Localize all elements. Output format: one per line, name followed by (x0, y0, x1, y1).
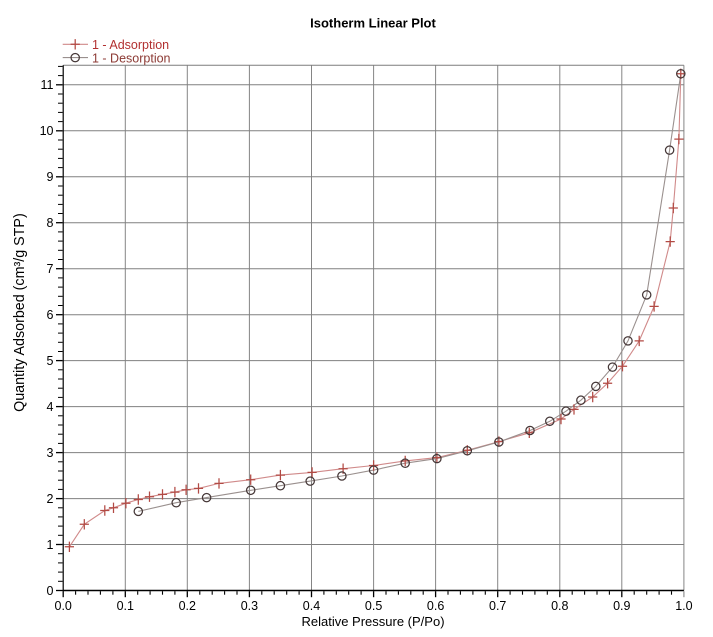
svg-text:9: 9 (47, 170, 54, 184)
svg-text:0.7: 0.7 (489, 599, 506, 613)
svg-text:0.9: 0.9 (613, 599, 630, 613)
svg-text:0.5: 0.5 (365, 599, 382, 613)
svg-text:0.1: 0.1 (117, 599, 134, 613)
svg-text:0: 0 (47, 584, 54, 598)
svg-text:1 - Desorption: 1 - Desorption (92, 51, 171, 65)
svg-text:Quantity Adsorbed (cm³/g STP): Quantity Adsorbed (cm³/g STP) (12, 213, 28, 412)
svg-text:0.2: 0.2 (179, 599, 196, 613)
svg-text:3: 3 (47, 446, 54, 460)
svg-text:0.6: 0.6 (427, 599, 444, 613)
svg-text:7: 7 (47, 262, 54, 276)
svg-text:8: 8 (47, 216, 54, 230)
svg-text:10: 10 (40, 124, 54, 138)
svg-text:Isotherm Linear Plot: Isotherm Linear Plot (310, 16, 436, 31)
svg-text:1 - Adsorption: 1 - Adsorption (92, 38, 169, 52)
svg-text:1.0: 1.0 (675, 599, 692, 613)
svg-text:0.8: 0.8 (551, 599, 568, 613)
svg-text:Relative Pressure (P/Po): Relative Pressure (P/Po) (301, 614, 444, 629)
svg-text:1: 1 (47, 538, 54, 552)
svg-text:4: 4 (47, 400, 54, 414)
svg-text:2: 2 (47, 492, 54, 506)
svg-text:0.4: 0.4 (303, 599, 320, 613)
svg-text:0.3: 0.3 (241, 599, 258, 613)
svg-text:5: 5 (47, 354, 54, 368)
svg-text:11: 11 (41, 78, 54, 92)
svg-text:6: 6 (47, 308, 54, 322)
svg-text:0.0: 0.0 (55, 599, 72, 613)
